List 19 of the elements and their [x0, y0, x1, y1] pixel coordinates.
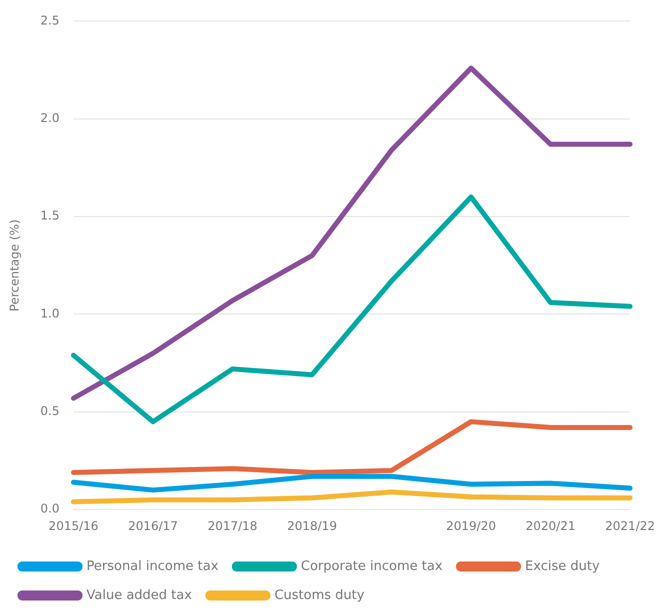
y-tick-label: 2.0: [40, 111, 60, 126]
x-tick-label: 2015/16: [48, 518, 98, 533]
y-tick-label: 0.5: [40, 404, 60, 418]
x-tick-label: 2017/18: [208, 518, 258, 533]
y-tick-label: 1.5: [40, 208, 60, 223]
x-tick-label: 2021/22: [605, 518, 656, 533]
x-tick-label: 2016/17: [128, 518, 178, 533]
x-tick-label: 2019/20: [446, 518, 496, 533]
legend-label: Customs duty: [274, 588, 365, 603]
legend-label: Corporate income tax: [300, 558, 443, 574]
legend-label: Value added tax: [86, 588, 192, 603]
x-tick-label: 2018/19: [287, 518, 337, 533]
y-axis-title: Percentage (%): [7, 219, 22, 312]
y-tick-label: 0.0: [40, 502, 60, 516]
legend-label: Excise duty: [525, 558, 600, 574]
y-tick-label: 1.0: [40, 306, 60, 320]
legend-label: Personal income tax: [86, 558, 219, 574]
x-tick-label: 2020/21: [526, 518, 576, 533]
y-tick-label: 2.5: [40, 13, 60, 28]
